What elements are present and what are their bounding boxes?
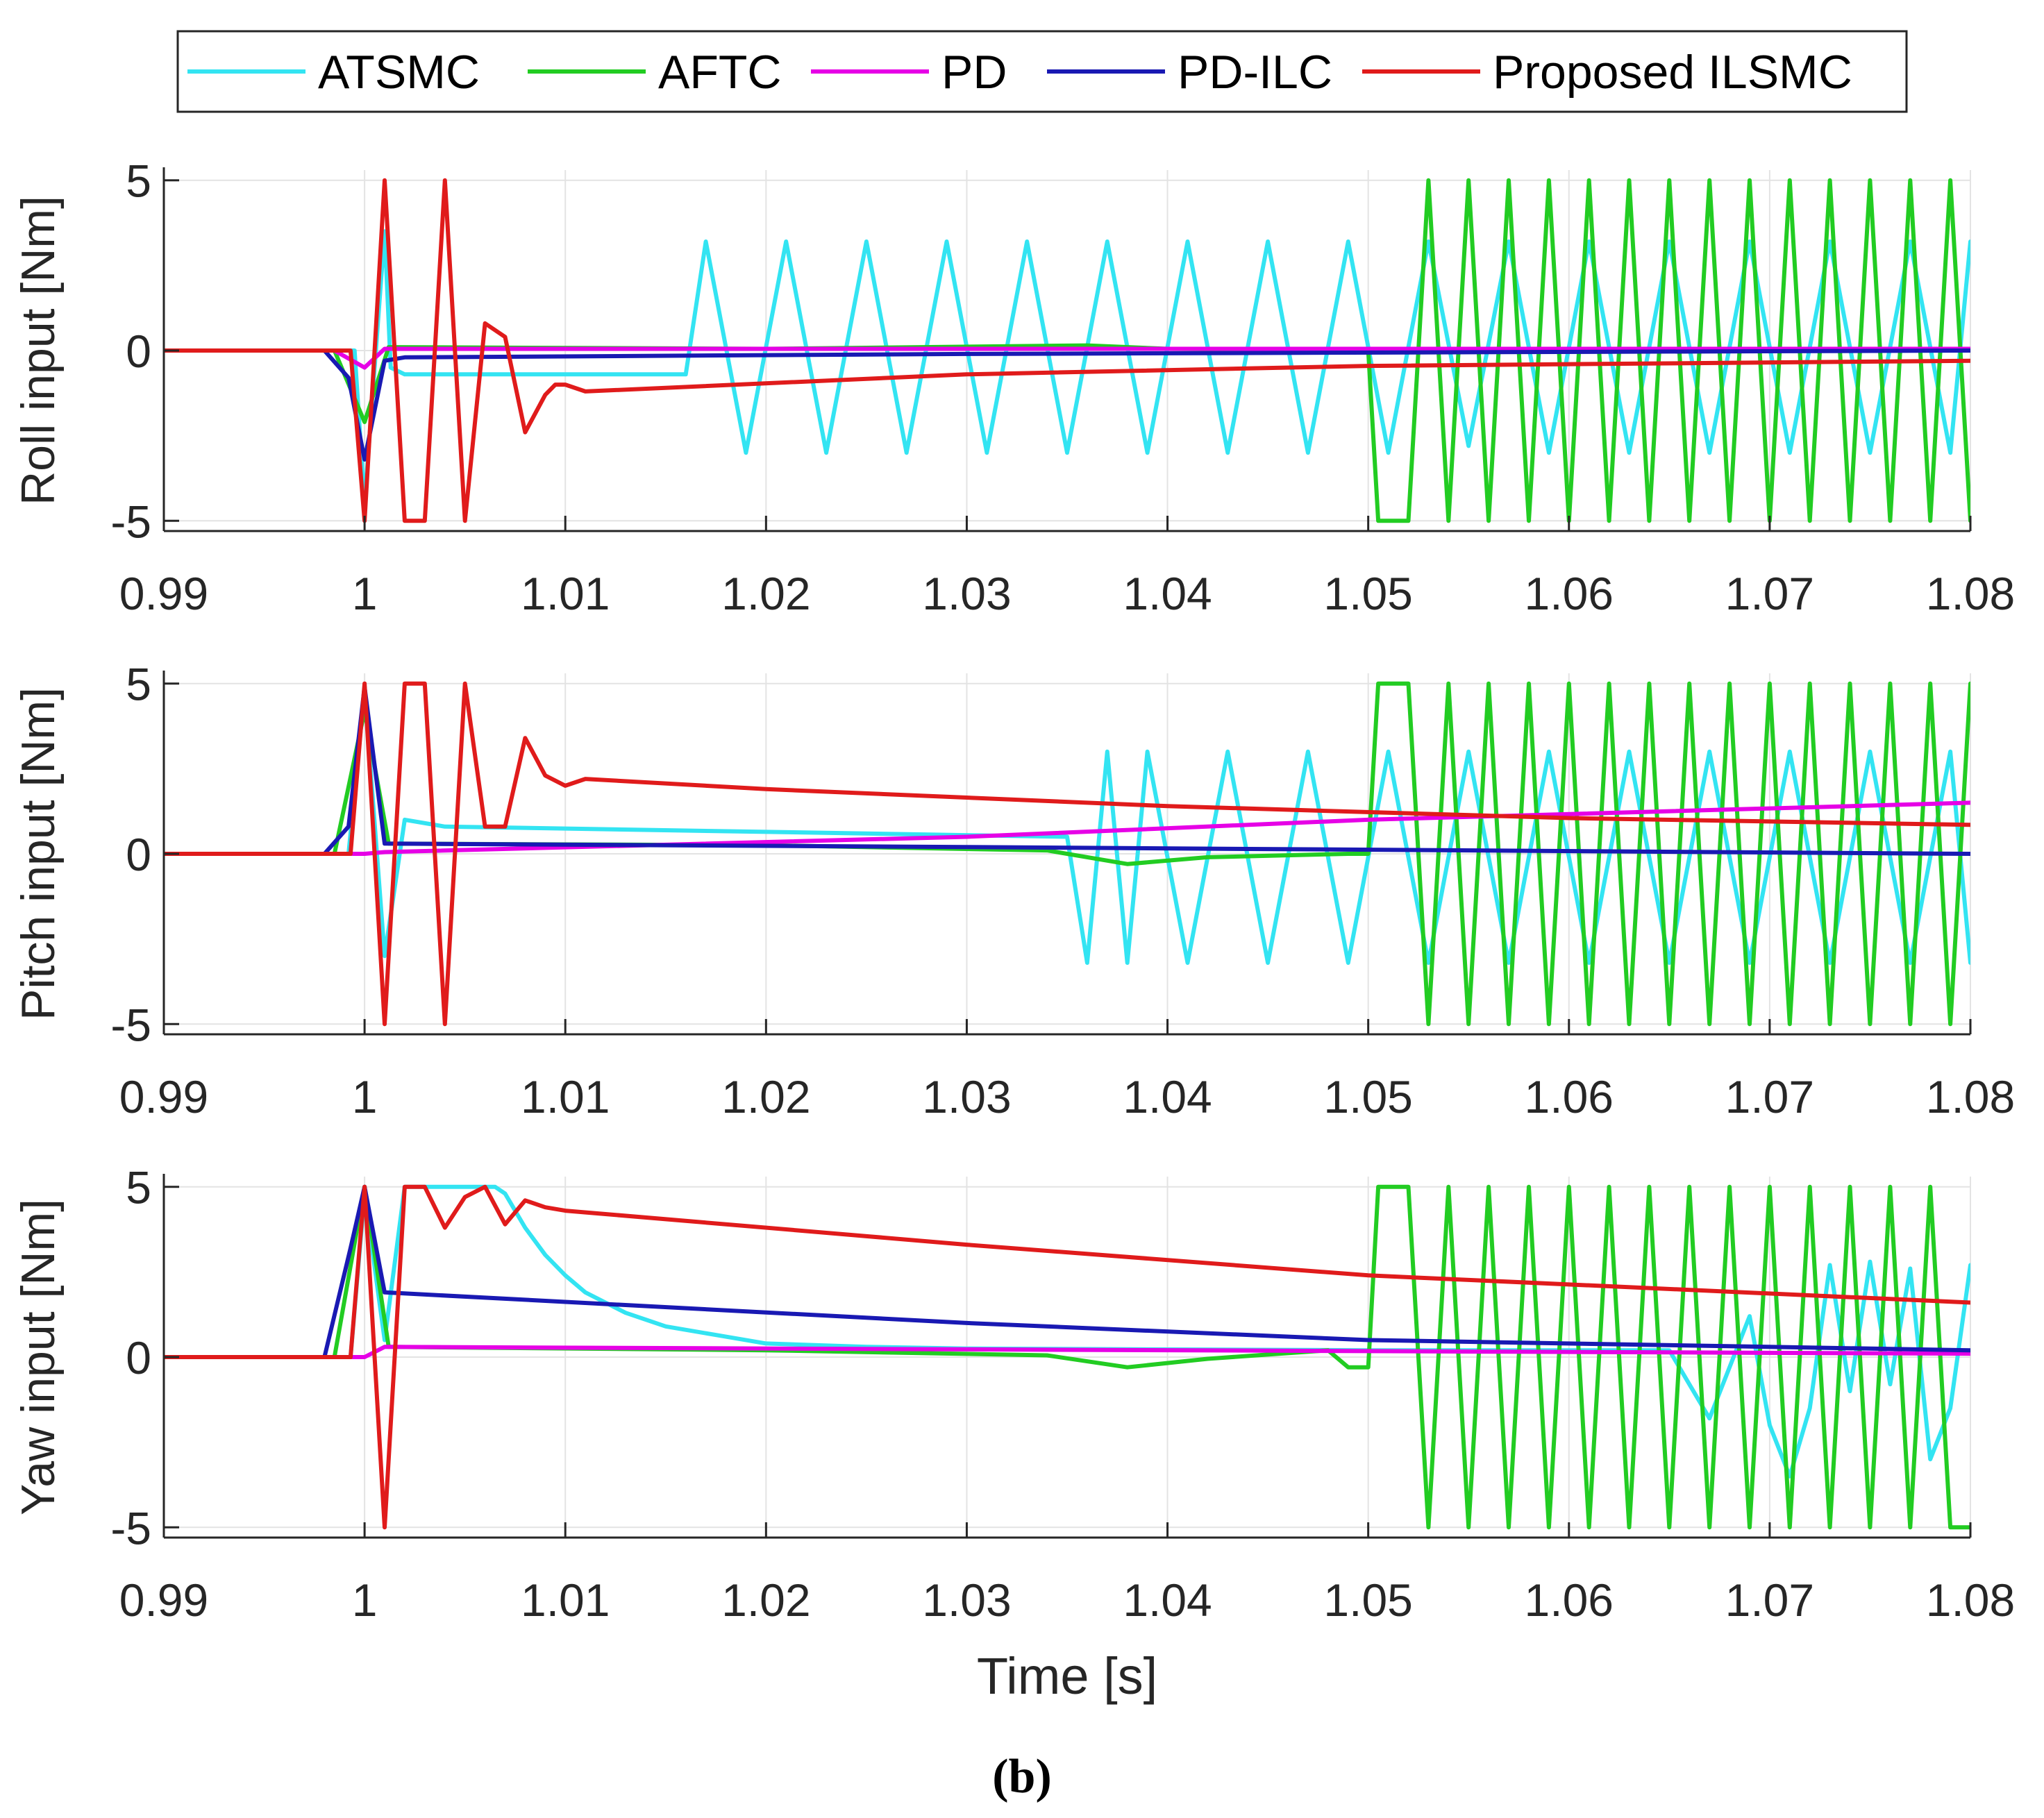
x-tick-label: 0.99 (119, 1071, 208, 1122)
legend-label: ATSMC (318, 46, 480, 99)
series-group (164, 178, 1970, 523)
x-tick-label: 1.01 (521, 1071, 610, 1122)
x-tick-label: 1 (352, 568, 378, 619)
x-tick-label: 1.06 (1525, 1071, 1614, 1122)
x-tick-label: 1.08 (1926, 568, 2015, 619)
series-group (164, 1184, 1970, 1530)
legend-entry-pd: PD (811, 46, 1007, 99)
x-tick-label: 1.07 (1725, 1071, 1814, 1122)
y-tick-label: 0 (126, 326, 151, 377)
y-tick-label: 5 (126, 155, 151, 207)
series-line-proposed-ilsmc (164, 681, 1970, 1027)
x-tick-label: 1.04 (1123, 1574, 1212, 1626)
legend-label: AFTC (658, 46, 782, 99)
x-tick-label: 0.99 (119, 1574, 208, 1626)
x-tick-label: 1.05 (1323, 1071, 1412, 1122)
x-tick-label: 1.04 (1123, 1071, 1212, 1122)
x-tick-label: 1.07 (1725, 1574, 1814, 1626)
x-tick-label: 1.01 (521, 568, 610, 619)
x-tick-label: 1.05 (1323, 568, 1412, 619)
roll-input-panel: 0.99 1 1.01 1.02 1.03 1.04 1.05 1.06 1.07 1.08 5 0 -… (12, 155, 2015, 619)
y-tick-label: 0 (126, 1332, 151, 1383)
y-tick-label: -5 (110, 1502, 151, 1554)
yaw-input-panel: 0.99 1 1.01 1.02 1.03 1.04 1.05 1.06 1.07 1.08 5 0 -… (12, 1162, 2015, 1705)
y-axis-label: Roll input [Nm] (12, 196, 65, 505)
x-tick-label: 0.99 (119, 568, 208, 619)
y-tick-label: 0 (126, 829, 151, 880)
x-tick-label: 1.03 (922, 568, 1011, 619)
x-tick-label: 1.02 (721, 568, 810, 619)
legend-entry-aftc: AFTC (528, 46, 782, 99)
x-tick-label: 1.08 (1926, 1071, 2015, 1122)
series-line-proposed-ilsmc (164, 1184, 1970, 1530)
legend-box (176, 30, 1908, 113)
legend-entry-atsmc: ATSMC (187, 46, 480, 99)
pitch-input-panel: 0.99 1 1.01 1.02 1.03 1.04 1.05 1.06 1.07 1.08 5 0 -… (12, 659, 2015, 1122)
legend-label: PD-ILC (1178, 46, 1332, 99)
legend-entry-proposed-ilsmc: Proposed ILSMC (1362, 46, 1852, 99)
legend: ATSMC AFTC PD PD-ILC Proposed ILSMC (176, 30, 1908, 113)
figure-caption: (b) (992, 1750, 1052, 1803)
x-tick-label: 1.03 (922, 1574, 1011, 1626)
y-tick-label: -5 (110, 999, 151, 1050)
x-tick-label: 1 (352, 1574, 378, 1626)
series-group (164, 681, 1970, 1027)
x-axis-label: Time [s] (977, 1647, 1157, 1705)
series-line-proposed-ilsmc (164, 178, 1970, 523)
legend-label: PD (941, 46, 1007, 99)
y-axis-label: Yaw input [Nm] (12, 1199, 65, 1515)
x-tick-label: 1.06 (1525, 1574, 1614, 1626)
y-tick-label: 5 (126, 1162, 151, 1213)
x-tick-label: 1.08 (1926, 1574, 2015, 1626)
series-line-pd-ilc (164, 348, 1970, 462)
y-axis-label: Pitch input [Nm] (12, 687, 65, 1020)
x-tick-label: 1.04 (1123, 568, 1212, 619)
series-line-atsmc (164, 688, 1970, 965)
legend-entry-pd-ilc: PD-ILC (1047, 46, 1332, 99)
y-tick-label: 5 (126, 659, 151, 710)
x-tick-label: 1.05 (1323, 1574, 1412, 1626)
series-line-aftc (164, 1184, 1970, 1530)
x-tick-label: 1.06 (1525, 568, 1614, 619)
chart-panels: 0.99 1 1.01 1.02 1.03 1.04 1.05 1.06 1.07 1.08 5 0 -… (12, 155, 2015, 1705)
series-line-pd-ilc (164, 1184, 1970, 1359)
x-tick-label: 1 (352, 1071, 378, 1122)
x-tick-label: 1.01 (521, 1574, 610, 1626)
y-tick-label: -5 (110, 496, 151, 547)
legend-label: Proposed ILSMC (1493, 46, 1852, 99)
x-tick-label: 1.07 (1725, 568, 1814, 619)
x-tick-label: 1.02 (721, 1071, 810, 1122)
x-tick-label: 1.03 (922, 1071, 1011, 1122)
x-tick-label: 1.02 (721, 1574, 810, 1626)
